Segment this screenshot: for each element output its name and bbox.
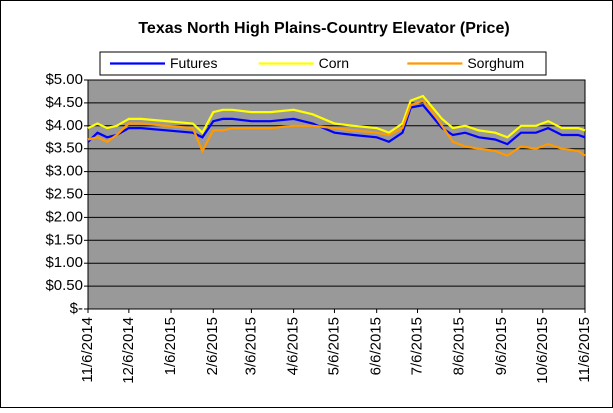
x-tick-label: 6/6/2015 xyxy=(368,317,385,375)
legend-label: Futures xyxy=(170,55,217,71)
x-tick-label: 2/6/2015 xyxy=(204,317,221,375)
y-tick-label: $0.50 xyxy=(45,277,83,294)
x-tick-label: 3/6/2015 xyxy=(242,317,259,375)
series-line xyxy=(87,94,586,139)
series-line xyxy=(87,104,586,146)
y-tick-label: $4.50 xyxy=(45,94,83,111)
y-tick-label: $1.00 xyxy=(45,254,83,271)
series-line xyxy=(87,99,586,157)
x-tick-label: 9/6/2015 xyxy=(493,317,510,375)
y-tick-label: $3.50 xyxy=(45,140,83,157)
y-tick-label: $- xyxy=(70,300,83,317)
chart-title: Texas North High Plains-Country Elevator… xyxy=(138,20,509,37)
y-tick-label: $5.00 xyxy=(45,71,83,88)
y-tick-label: $2.50 xyxy=(45,185,83,202)
legend-box xyxy=(99,51,547,76)
x-tick-label: 7/6/2015 xyxy=(408,317,425,375)
x-tick-label: 12/6/2014 xyxy=(120,317,137,384)
x-tick-label: 4/6/2015 xyxy=(285,317,302,375)
y-tick-label: $2.00 xyxy=(45,208,83,225)
legend-label: Sorghum xyxy=(467,55,524,71)
y-tick-label: $3.00 xyxy=(45,163,83,180)
x-tick-label: 1/6/2015 xyxy=(162,317,179,375)
x-tick-label: 10/6/2015 xyxy=(534,317,551,384)
x-tick-label: 11/6/2015 xyxy=(576,317,593,383)
x-tick-label: 11/6/2014 xyxy=(79,317,96,383)
y-tick-label: $4.00 xyxy=(45,117,83,134)
x-tick-label: 8/6/2015 xyxy=(451,317,468,375)
y-tick-label: $1.50 xyxy=(45,231,83,248)
x-tick-label: 5/6/2015 xyxy=(325,317,342,375)
legend-label: Corn xyxy=(319,55,349,71)
